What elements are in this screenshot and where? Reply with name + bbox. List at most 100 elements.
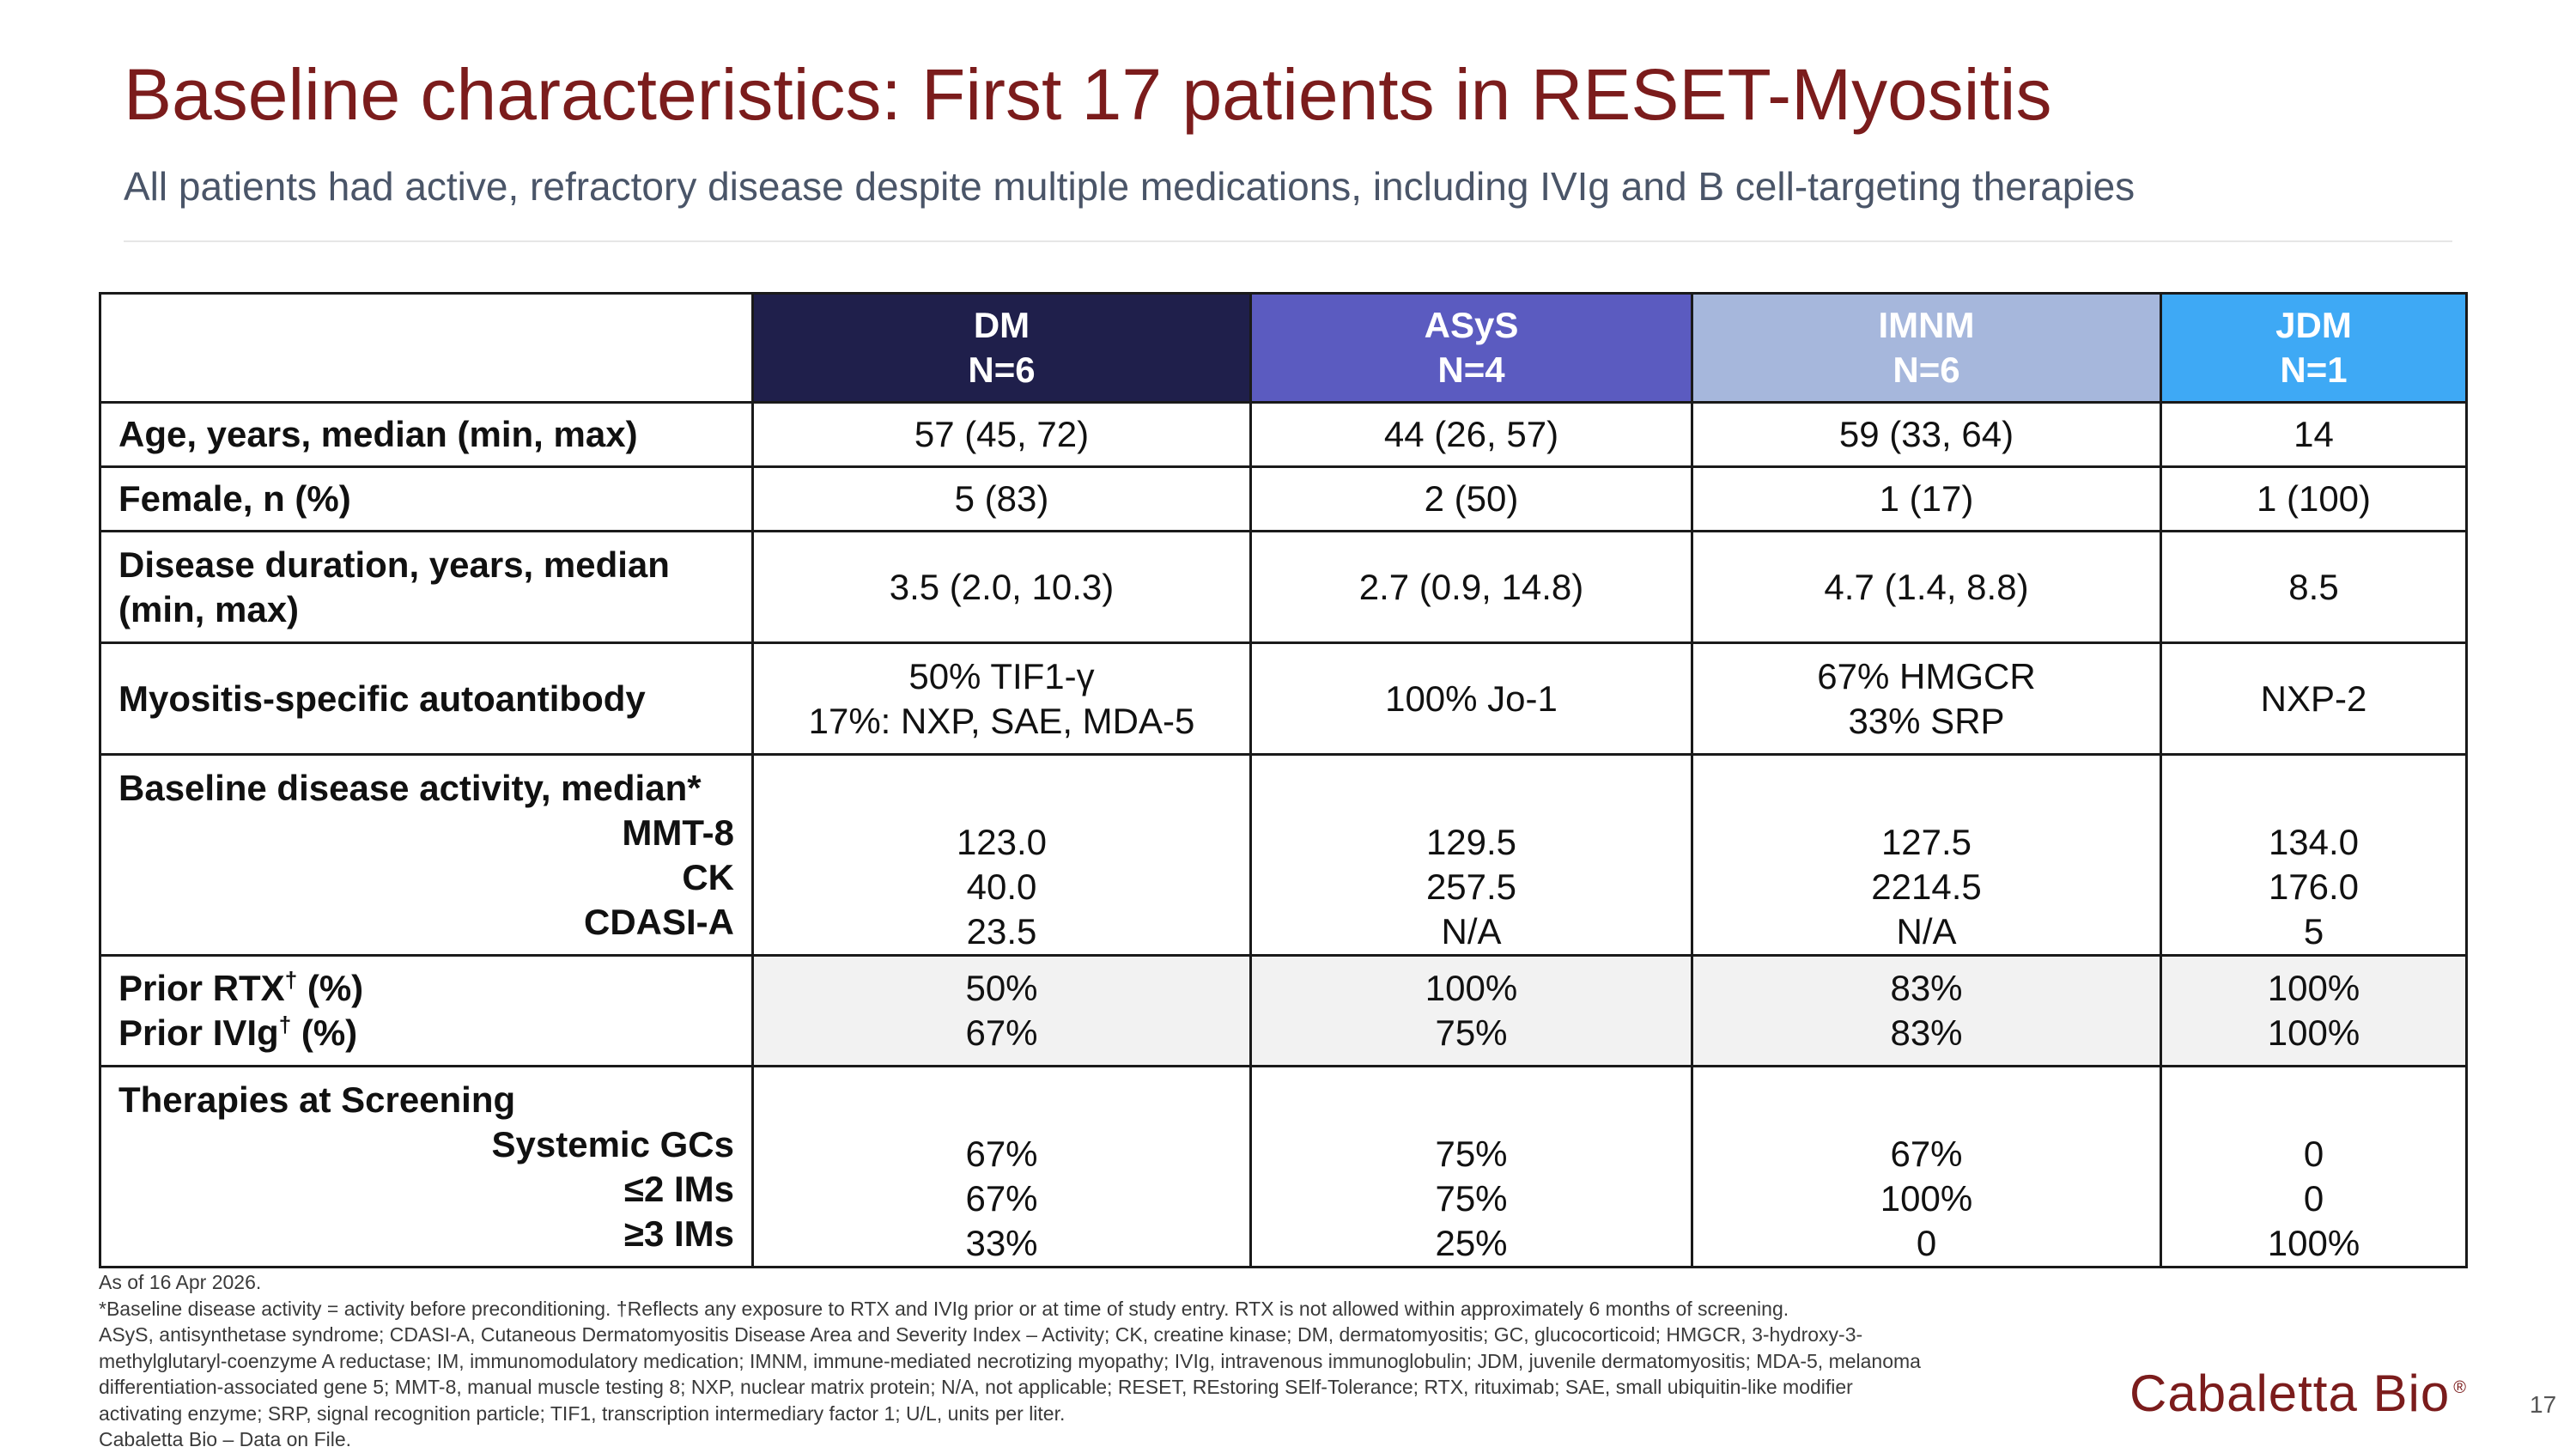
cell-line: 33% SRP xyxy=(1848,700,2005,741)
row-label-line: (min, max) xyxy=(118,588,300,629)
row-label: Age, years, median (min, max) xyxy=(99,401,754,468)
row-label: Baseline disease activity, median* MMT-8… xyxy=(99,753,754,957)
prior-rtx-label: Prior RTX xyxy=(118,968,285,1008)
sub-label-mmt8: MMT-8 xyxy=(622,812,734,853)
row-label: Prior RTX† (%) Prior IVIg† (%) xyxy=(99,954,754,1067)
footnotes: As of 16 Apr 2026. *Baseline disease act… xyxy=(99,1269,2125,1453)
cell-line: 67% xyxy=(965,1012,1038,1053)
sub-label-ge3: ≥3 IMs xyxy=(623,1213,734,1254)
cell-value: 59 (33, 64) xyxy=(1691,401,2162,468)
cell-line: 23.5 xyxy=(966,911,1037,951)
cell-value: 123.0 40.0 23.5 xyxy=(751,753,1252,957)
header-asys: ASyS N=4 xyxy=(1249,292,1693,404)
cell-line: 0 xyxy=(2303,1178,2324,1219)
footnote-line: Cabaletta Bio – Data on File. xyxy=(99,1428,352,1450)
header-blank-cell xyxy=(99,292,754,404)
cell-value: NXP-2 xyxy=(2160,641,2468,756)
cell-line: NXP-2 xyxy=(2260,678,2367,719)
cell-line: 129.5 xyxy=(1425,822,1517,862)
table-header-row: DM N=6 ASyS N=4 IMNM N=6 JDM N=1 xyxy=(99,292,2468,404)
cell-value: 50% TIF1-γ 17%: NXP, SAE, MDA-5 xyxy=(751,641,1252,756)
row-prior-therapy: Prior RTX† (%) Prior IVIg† (%) 50% 67% 1… xyxy=(99,954,2468,1067)
cell-line: 33% xyxy=(965,1223,1038,1263)
cell-line: 67% xyxy=(965,1134,1038,1174)
dagger-mark: † xyxy=(284,967,298,993)
footnote-line: methylglutaryl-coenzyme A reductase; IM,… xyxy=(99,1349,1921,1372)
cell-line: 17%: NXP, SAE, MDA-5 xyxy=(808,700,1195,741)
cell-line: 123.0 xyxy=(956,822,1048,862)
cell-value: 0 0 100% xyxy=(2160,1065,2468,1268)
row-label: Myositis-specific autoantibody xyxy=(99,641,754,756)
cell-line: 67% xyxy=(1890,1134,1963,1174)
header-imnm-name: IMNM xyxy=(1878,305,1975,345)
row-therapies-screening: Therapies at Screening Systemic GCs ≤2 I… xyxy=(99,1065,2468,1268)
cell-line: N/A xyxy=(1441,911,1502,951)
cell-line: N/A xyxy=(1896,911,1957,951)
cell-line: 100% xyxy=(2267,1223,2360,1263)
header-jdm-n: N=1 xyxy=(2280,350,2348,390)
cell-value: 100% 75% xyxy=(1249,954,1693,1067)
header-imnm: IMNM N=6 xyxy=(1691,292,2162,404)
cell-line: 0 xyxy=(1916,1223,1937,1263)
cell-line: 100% Jo-1 xyxy=(1385,678,1558,719)
row-label: Disease duration, years, median (min, ma… xyxy=(99,530,754,644)
title-divider xyxy=(124,240,2452,242)
row-label-line: Prior RTX† (%) xyxy=(118,966,734,1011)
footnote-line: differentiation-associated gene 5; MMT-8… xyxy=(99,1376,1853,1398)
prior-ivig-label: Prior IVIg xyxy=(118,1012,279,1053)
header-jdm-name: JDM xyxy=(2275,305,2352,345)
cell-line: 75% xyxy=(1435,1012,1508,1053)
cell-line: 127.5 xyxy=(1880,822,1972,862)
cell-line: 100% xyxy=(1880,1178,1973,1219)
slide-subtitle: All patients had active, refractory dise… xyxy=(124,164,2136,209)
sub-label-cdasi: CDASI-A xyxy=(584,901,734,942)
cell-value: 2.7 (0.9, 14.8) xyxy=(1249,530,1693,644)
footnote-line: activating enzyme; SRP, signal recogniti… xyxy=(99,1401,1066,1425)
cell-line: 2214.5 xyxy=(1871,866,1982,907)
cell-line: 257.5 xyxy=(1425,866,1517,907)
cell-line: 83% xyxy=(1890,968,1963,1008)
cell-line: 134.0 xyxy=(2268,822,2360,862)
pct-suffix: (%) xyxy=(291,1012,358,1053)
footnote-line: As of 16 Apr 2026. xyxy=(99,1271,262,1293)
cell-value: 127.5 2214.5 N/A xyxy=(1691,753,2162,957)
cell-value: 57 (45, 72) xyxy=(751,401,1252,468)
cell-value: 50% 67% xyxy=(751,954,1252,1067)
cell-value: 67% HMGCR 33% SRP xyxy=(1691,641,2162,756)
sub-label-le2: ≤2 IMs xyxy=(623,1168,734,1209)
cell-value: 1 (17) xyxy=(1691,465,2162,532)
cell-line: 83% xyxy=(1890,1012,1963,1053)
cell-line: 5 xyxy=(2303,911,2324,951)
cell-value: 3.5 (2.0, 10.3) xyxy=(751,530,1252,644)
cell-line: 67% HMGCR xyxy=(1817,655,2036,696)
cell-line: 50% xyxy=(965,968,1038,1008)
cell-value: 129.5 257.5 N/A xyxy=(1249,753,1693,957)
cell-line: 50% TIF1-γ xyxy=(908,655,1095,696)
company-logo: Cabaletta Bio ® xyxy=(2129,1364,2467,1423)
cell-value: 5 (83) xyxy=(751,465,1252,532)
header-dm-name: DM xyxy=(973,305,1030,345)
row-disease-duration: Disease duration, years, median (min, ma… xyxy=(99,530,2468,644)
cell-line: 100% xyxy=(2267,968,2360,1008)
cell-value: 4.7 (1.4, 8.8) xyxy=(1691,530,2162,644)
header-asys-name: ASyS xyxy=(1424,305,1519,345)
pct-suffix: (%) xyxy=(297,968,364,1008)
row-age: Age, years, median (min, max) 57 (45, 72… xyxy=(99,401,2468,468)
slide-title: Baseline characteristics: First 17 patie… xyxy=(124,54,2052,135)
row-label-line: Disease duration, years, median xyxy=(118,544,670,585)
footnote-line: *Baseline disease activity = activity be… xyxy=(99,1297,1789,1320)
cell-value: 83% 83% xyxy=(1691,954,2162,1067)
row-label-line: Baseline disease activity, median* xyxy=(118,767,702,808)
row-autoantibody: Myositis-specific autoantibody 50% TIF1-… xyxy=(99,641,2468,756)
cell-line: 100% xyxy=(2267,1012,2360,1053)
cell-line: 0 xyxy=(2303,1134,2324,1174)
cell-line: 100% xyxy=(1425,968,1518,1008)
footnote-line: ASyS, antisynthetase syndrome; CDASI-A, … xyxy=(99,1323,1863,1346)
cell-line: 176.0 xyxy=(2268,866,2360,907)
cell-value: 67% 67% 33% xyxy=(751,1065,1252,1268)
page-number: 17 xyxy=(2530,1391,2557,1418)
cell-line: 75% xyxy=(1435,1134,1508,1174)
row-label: Therapies at Screening Systemic GCs ≤2 I… xyxy=(99,1065,754,1268)
cell-value: 100% Jo-1 xyxy=(1249,641,1693,756)
row-label: Female, n (%) xyxy=(99,465,754,532)
